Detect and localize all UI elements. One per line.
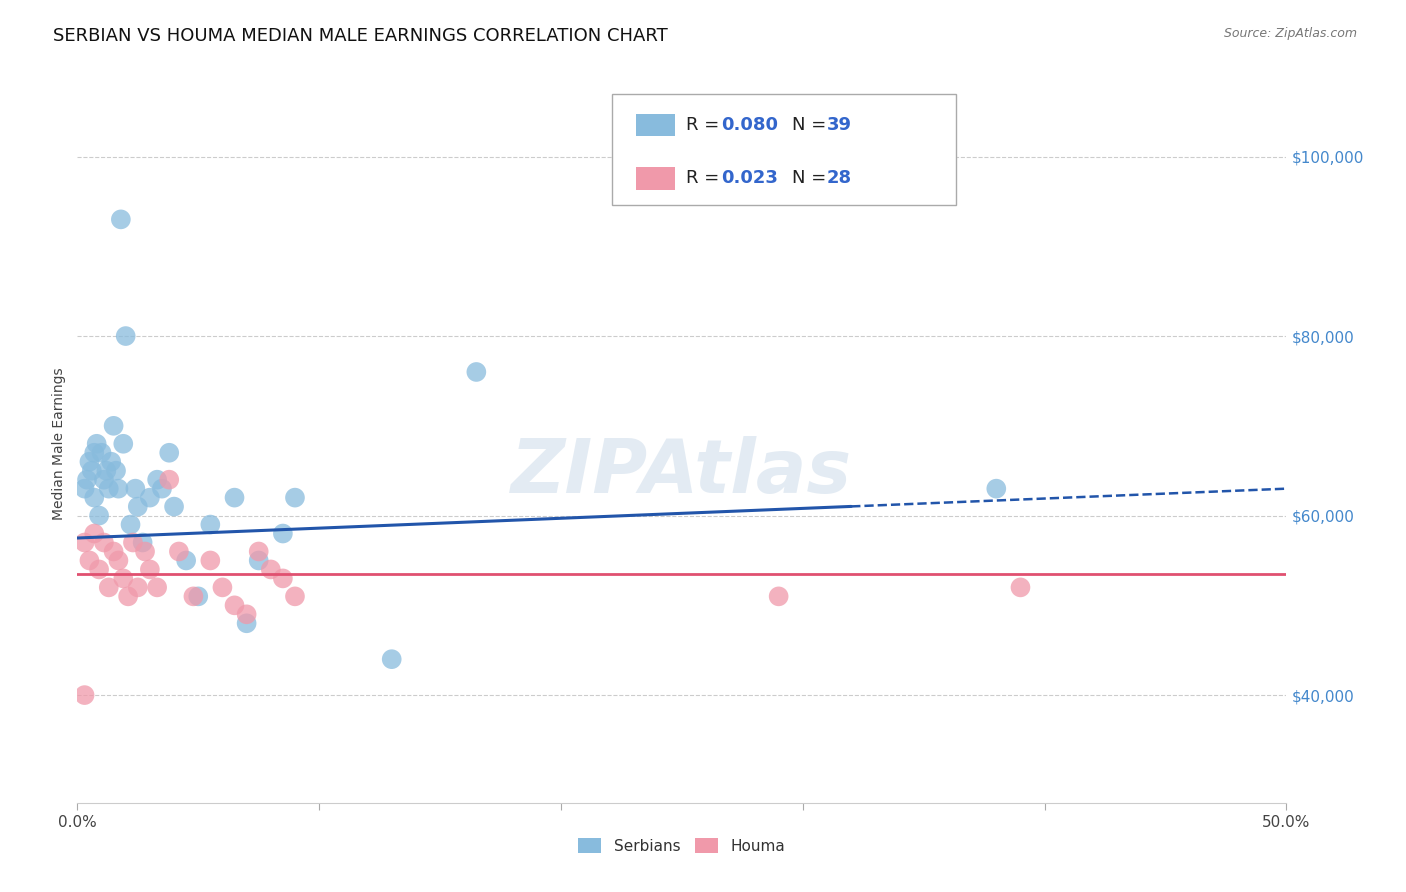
Point (235, 616, 257, 631)
Point (87, 508, 110, 523)
Point (127, 581, 149, 595)
Point (131, 535, 153, 549)
Y-axis label: Median Male Earnings: Median Male Earnings (52, 368, 66, 520)
Point (200, 553, 222, 567)
Point (284, 491, 307, 505)
Point (247, 553, 270, 567)
Point (271, 526, 294, 541)
Point (134, 544, 156, 558)
Point (146, 581, 169, 595)
Text: 28: 28 (827, 169, 852, 187)
Point (122, 535, 145, 549)
Point (224, 599, 246, 613)
Point (112, 571, 135, 585)
Point (146, 473, 169, 487)
Point (117, 590, 139, 604)
Point (90, 446, 112, 460)
Legend: Serbians, Houma: Serbians, Houma (572, 831, 792, 860)
Point (103, 418, 125, 433)
Point (86, 436, 108, 450)
Point (187, 590, 209, 604)
Point (150, 482, 173, 496)
Point (107, 553, 129, 567)
Point (163, 500, 186, 514)
Point (139, 491, 162, 505)
Point (381, 652, 404, 666)
Point (79, 553, 101, 567)
Point (83, 446, 105, 460)
Point (114, 329, 136, 343)
Point (167, 544, 190, 558)
Point (120, 517, 142, 532)
Point (83, 491, 105, 505)
Text: 0.080: 0.080 (721, 116, 779, 134)
Point (110, 212, 132, 227)
Text: 39: 39 (827, 116, 852, 134)
Point (139, 562, 162, 576)
Text: R =: R = (686, 116, 725, 134)
Point (235, 607, 257, 622)
Point (465, 365, 488, 379)
Point (112, 436, 135, 450)
Point (284, 590, 307, 604)
Point (83, 526, 105, 541)
Point (174, 553, 197, 567)
Text: ZIPAtlas: ZIPAtlas (512, 436, 852, 509)
Point (76, 473, 98, 487)
Point (986, 482, 1008, 496)
Point (73, 482, 96, 496)
Point (271, 571, 294, 585)
Text: Source: ZipAtlas.com: Source: ZipAtlas.com (1223, 27, 1357, 40)
Point (97, 581, 120, 595)
Text: N =: N = (792, 116, 831, 134)
Point (93, 535, 115, 549)
Point (100, 455, 122, 469)
Point (105, 464, 128, 478)
Point (768, 590, 790, 604)
Point (73, 688, 96, 702)
Text: R =: R = (686, 169, 725, 187)
Point (157, 473, 180, 487)
Point (200, 517, 222, 532)
Point (97, 482, 120, 496)
Point (247, 544, 270, 558)
Point (79, 455, 101, 469)
Point (93, 473, 115, 487)
Point (73, 535, 96, 549)
Point (96, 464, 118, 478)
Text: SERBIAN VS HOUMA MEDIAN MALE EARNINGS CORRELATION CHART: SERBIAN VS HOUMA MEDIAN MALE EARNINGS CO… (53, 27, 668, 45)
Point (1010, 581, 1032, 595)
Point (224, 491, 246, 505)
Point (211, 581, 233, 595)
Point (87, 562, 110, 576)
Point (183, 590, 205, 604)
Point (80, 464, 103, 478)
Point (127, 500, 149, 514)
Point (107, 482, 129, 496)
Text: N =: N = (792, 169, 831, 187)
Point (103, 544, 125, 558)
Point (124, 482, 146, 496)
Point (157, 446, 180, 460)
Text: 0.023: 0.023 (721, 169, 778, 187)
Point (260, 562, 283, 576)
